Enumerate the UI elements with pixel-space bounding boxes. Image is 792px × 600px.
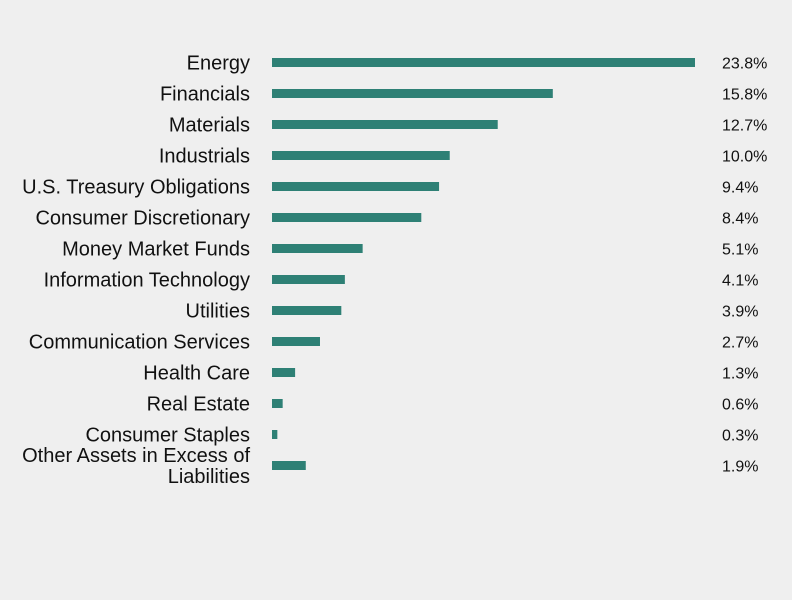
category-label-line: Communication Services (29, 332, 250, 354)
category-label: Real Estate (147, 394, 250, 416)
category-label-line: Information Technology (44, 270, 250, 292)
value-label: 23.8% (722, 56, 767, 73)
category-label: Communication Services (29, 332, 250, 354)
category-label: Health Care (143, 363, 250, 385)
bar (272, 58, 695, 67)
category-label: Utilities (186, 301, 250, 323)
value-label: 2.7% (722, 335, 758, 352)
category-label: Consumer Staples (85, 425, 250, 447)
category-label-line: Industrials (159, 146, 250, 168)
bar (272, 89, 553, 98)
value-label: 4.1% (722, 273, 758, 290)
category-label: U.S. Treasury Obligations (22, 177, 250, 199)
category-label: Money Market Funds (62, 239, 250, 261)
category-label: Financials (160, 84, 250, 106)
category-label: Consumer Discretionary (35, 208, 250, 230)
value-label: 8.4% (722, 211, 758, 228)
category-label-line: Health Care (143, 363, 250, 385)
category-label-line: Real Estate (147, 394, 250, 416)
bar (272, 275, 345, 284)
category-label: Other Assets in Excess of Liabilities (22, 445, 250, 488)
category-label: Energy (187, 53, 250, 75)
bar (272, 337, 320, 346)
value-label: 9.4% (722, 180, 758, 197)
category-labels: Energy Financials Materials Industrials U.S.… (22, 53, 250, 489)
category-label-line: Money Market Funds (62, 239, 250, 261)
value-label: 0.3% (722, 428, 758, 445)
category-label: Industrials (159, 146, 250, 168)
category-label: Materials (169, 115, 250, 137)
value-label: 5.1% (722, 242, 758, 259)
value-label: 1.9% (722, 459, 758, 476)
value-label: 12.7% (722, 118, 767, 135)
category-label: Information Technology (44, 270, 250, 292)
category-label-line: Consumer Staples (85, 425, 250, 447)
value-labels: 23.8% 15.8% 12.7% 10.0% 9.4% 8.4% 5.1% 4.1% 3.9%… (722, 56, 767, 476)
bar (272, 213, 422, 222)
value-label: 0.6% (722, 397, 758, 414)
value-label: 1.3% (722, 366, 758, 383)
category-label-line: Consumer Discretionary (35, 208, 250, 230)
bar (272, 182, 440, 191)
value-label: 10.0% (722, 149, 767, 166)
category-label-line: Utilities (186, 301, 250, 323)
bar (272, 461, 306, 470)
bar (272, 399, 283, 408)
category-label-line: Liabilities (168, 466, 250, 488)
value-label: 3.9% (722, 304, 758, 321)
bar (272, 151, 450, 160)
category-label-line: Energy (187, 53, 250, 75)
category-label-line: Materials (169, 115, 250, 137)
value-label: 15.8% (722, 87, 767, 104)
bars (272, 58, 695, 470)
category-label-line: Financials (160, 84, 250, 106)
bar (272, 244, 363, 253)
bar (272, 120, 498, 129)
category-label-line: U.S. Treasury Obligations (22, 177, 250, 199)
bar (272, 430, 278, 439)
bar (272, 368, 296, 377)
bar (272, 306, 342, 315)
category-label-line: Other Assets in Excess of (22, 445, 250, 467)
